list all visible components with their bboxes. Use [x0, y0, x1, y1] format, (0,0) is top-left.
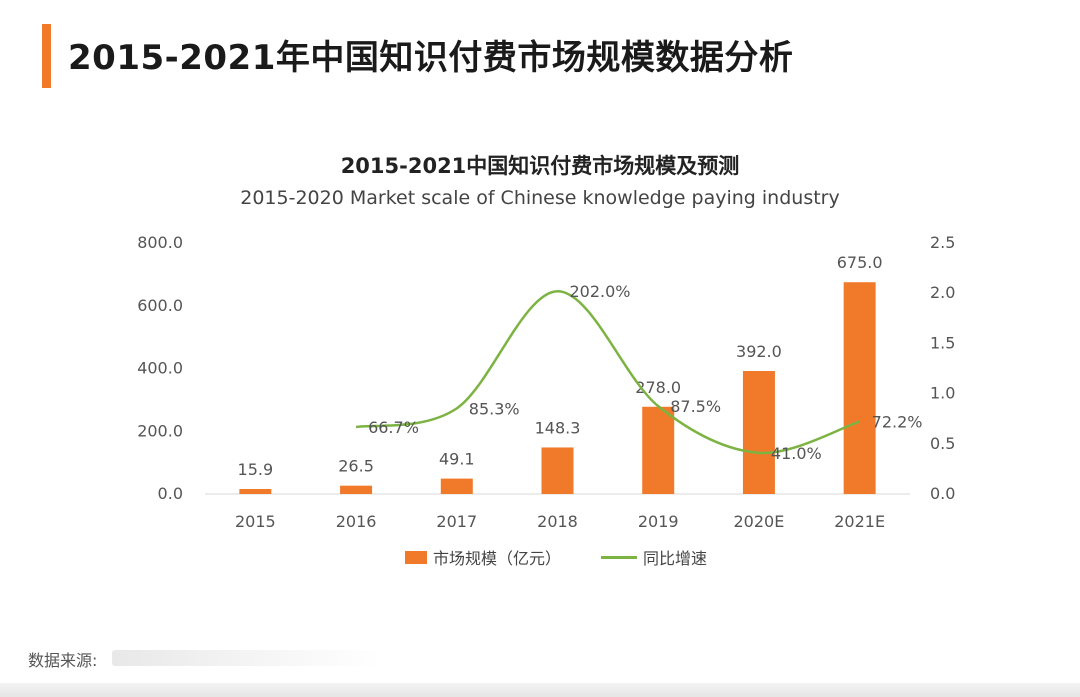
bar-value-label: 675.0 [837, 253, 883, 272]
x-tick-label: 2015 [235, 512, 276, 531]
x-tick-label: 2019 [638, 512, 679, 531]
bar [440, 478, 473, 494]
page-title: 2015-2021年中国知识付费市场规模数据分析 [68, 38, 794, 78]
chart-subtitle: 2015-2020 Market scale of Chinese knowle… [240, 187, 840, 209]
bar [843, 282, 876, 494]
y-left-tick-label: 400.0 [137, 359, 183, 378]
bar [642, 406, 675, 494]
combo-chart: 0.0 200.0 400.0 600.0 800.0 0.0 0.5 1.0 1.5 2.0 2.… [137, 233, 955, 531]
chart-legend: 市场规模（亿元） 同比增速 [405, 545, 747, 569]
y-right-tick-label: 2.0 [930, 283, 955, 302]
x-tick-label: 2020E [734, 512, 785, 531]
legend-swatch-line [601, 555, 638, 559]
y-left-tick-label: 200.0 [137, 421, 183, 440]
x-tick-label: 2017 [436, 512, 477, 531]
x-tick-label: 2016 [336, 512, 377, 531]
y-left-tick-label: 600.0 [137, 296, 183, 315]
bottom-strip [0, 683, 1080, 697]
title-accent-bar [42, 24, 51, 88]
legend-label-bar: 市场规模（亿元） [433, 549, 562, 568]
bar-value-label: 49.1 [439, 450, 475, 469]
legend-item-line: 同比增速 [601, 545, 707, 569]
bar [340, 485, 373, 494]
line-value-label: 87.5% [670, 397, 721, 416]
y-right-tick-label: 2.5 [930, 233, 955, 252]
bar [742, 371, 775, 494]
legend-label-line: 同比增速 [643, 549, 708, 568]
data-source-redacted [112, 650, 382, 666]
growth-line [355, 289, 861, 455]
legend-swatch-bar [405, 550, 427, 564]
bar-value-label: 148.3 [535, 418, 581, 437]
bar-value-label: 15.9 [238, 460, 274, 479]
x-tick-label: 2021E [834, 512, 885, 531]
y-right-tick-label: 0.0 [930, 484, 955, 503]
line-value-label: 41.0% [771, 444, 822, 463]
data-source-label: 数据来源: [28, 651, 98, 670]
bar [541, 447, 574, 494]
chart-title: 2015-2021中国知识付费市场规模及预测 [340, 154, 740, 178]
legend-item-bar: 市场规模（亿元） [405, 545, 561, 569]
x-tick-label: 2018 [537, 512, 578, 531]
y-left-tick-label: 0.0 [158, 484, 183, 503]
bar [239, 489, 272, 494]
chart-container: 2015-2021中国知识付费市场规模及预测 2015-2020 Market … [0, 150, 1080, 600]
line-value-label: 202.0% [570, 282, 631, 301]
bar-value-label: 278.0 [635, 378, 681, 397]
y-right-tick-label: 1.0 [930, 384, 955, 403]
line-value-label: 66.7% [368, 418, 419, 437]
y-right-tick-label: 0.5 [930, 434, 955, 453]
line-value-label: 72.2% [872, 413, 923, 432]
y-right-tick-label: 1.5 [930, 333, 955, 352]
bar-value-label: 26.5 [338, 457, 374, 476]
y-left-tick-label: 800.0 [137, 233, 183, 252]
bar-value-label: 392.0 [736, 342, 782, 361]
line-value-label: 85.3% [469, 399, 520, 418]
